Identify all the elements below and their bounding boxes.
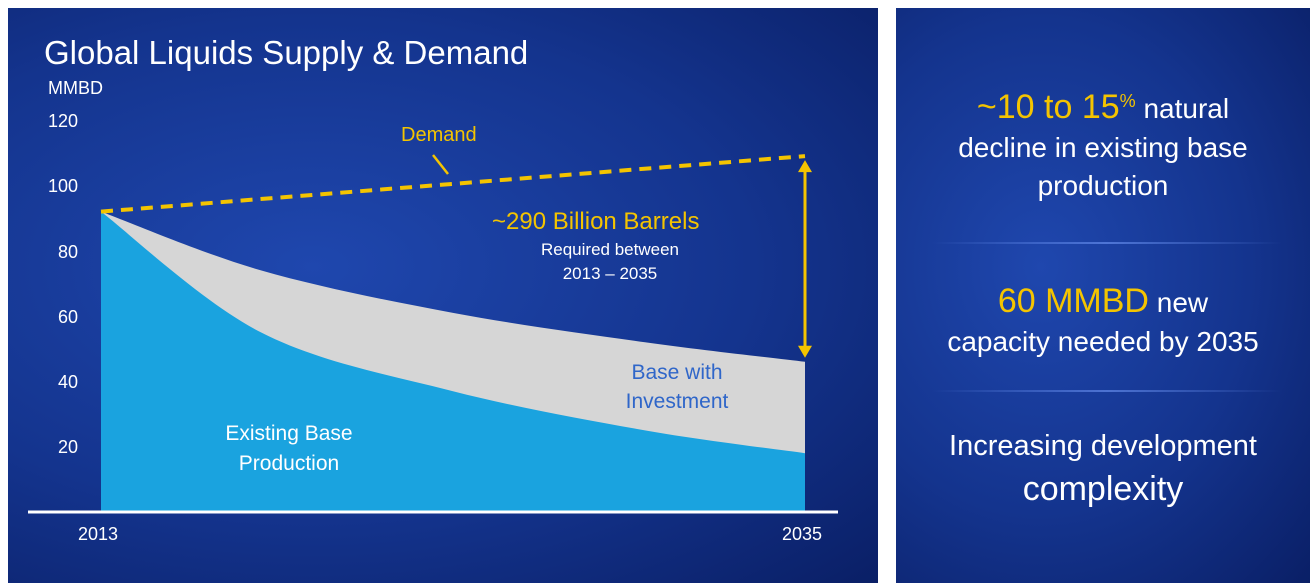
y-tick-60: 60 xyxy=(57,307,78,327)
x-tick-2035: 2035 xyxy=(782,524,823,544)
stat-capacity-line1: 60 MMBD new xyxy=(896,282,1310,321)
y-tick-40: 40 xyxy=(57,372,78,392)
divider-1 xyxy=(932,242,1282,244)
gap-annotation-title: ~290 Billion Barrels xyxy=(492,208,700,235)
stat-complexity-highlight: complexity xyxy=(1022,470,1184,508)
stat-decline-value: ~10 to 15 xyxy=(976,88,1120,126)
y-tick-80: 80 xyxy=(57,242,78,262)
stat-capacity-line2: capacity needed by 2035 xyxy=(947,326,1259,357)
y-tick-120: 120 xyxy=(47,111,78,131)
y-tick-100: 100 xyxy=(47,176,78,196)
series-demand-line xyxy=(100,154,806,214)
stats-panel: ~10 to 15% natural decline in existing b… xyxy=(896,8,1310,583)
stat-capacity-rest: new xyxy=(1148,287,1209,318)
gap-arrow-head-top xyxy=(798,160,812,173)
stat-decline-line3: production xyxy=(1037,170,1169,201)
chart-plot xyxy=(28,154,838,514)
x-tick-2013: 2013 xyxy=(78,524,119,544)
stat-decline-rest: natural xyxy=(1135,93,1230,124)
base-investment-label-2: Investment xyxy=(625,390,729,413)
stat-complexity-line1: Increasing development xyxy=(949,430,1257,462)
stat-decline-line2: decline in existing base xyxy=(958,132,1248,163)
stat-decline-line1: ~10 to 15% natural xyxy=(896,88,1310,127)
y-tick-20: 20 xyxy=(57,437,78,457)
divider-2 xyxy=(932,390,1282,392)
demand-label: Demand xyxy=(401,124,477,146)
chart-title: Global Liquids Supply & Demand xyxy=(44,34,529,71)
gap-annotation-line2: 2013 – 2035 xyxy=(562,264,658,283)
chart-panel: Global Liquids Supply & Demand MMBD 120 … xyxy=(8,8,878,583)
series-existing-base-area xyxy=(101,211,805,512)
stat-decline-sup: % xyxy=(1119,91,1136,111)
y-axis-unit: MMBD xyxy=(48,78,103,98)
gap-arrow-head-bottom xyxy=(798,345,812,358)
base-investment-label-1: Base with xyxy=(631,361,723,384)
existing-base-label-1: Existing Base xyxy=(225,422,353,445)
gap-annotation-line1: Required between xyxy=(541,240,679,259)
existing-base-label-2: Production xyxy=(238,452,340,475)
demand-leader-line xyxy=(432,154,449,175)
stat-capacity-value: 60 MMBD xyxy=(997,282,1149,320)
